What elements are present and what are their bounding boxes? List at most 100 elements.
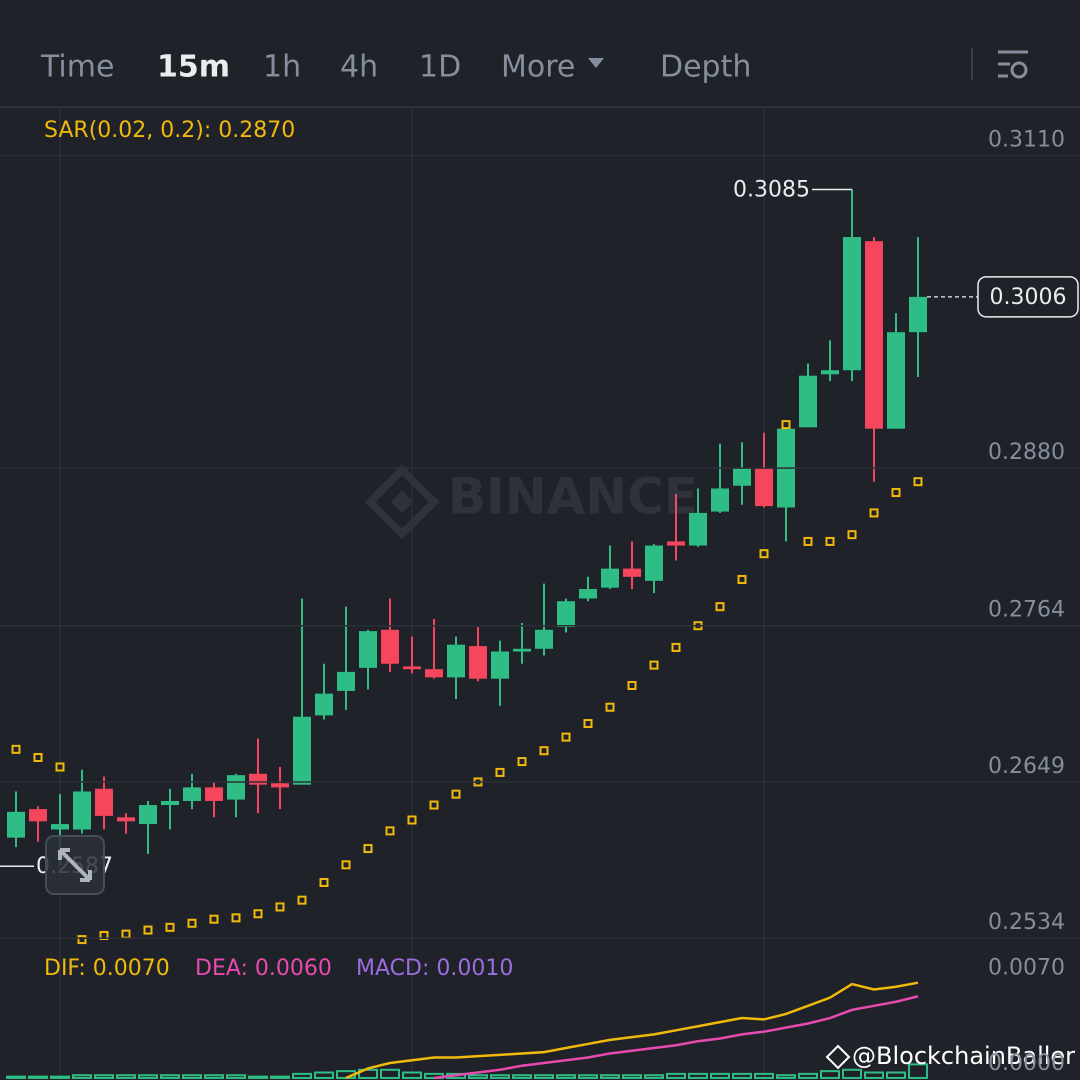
sar-dot <box>627 680 637 690</box>
toolbar-tab[interactable]: 1D <box>419 50 461 85</box>
toolbar-tab[interactable]: More <box>501 50 575 85</box>
toolbar-tab[interactable]: 4h <box>340 50 378 85</box>
macd-bar <box>248 1075 268 1079</box>
sar-dot <box>803 536 813 546</box>
macd-bar <box>754 1072 774 1079</box>
sar-dot <box>561 732 571 742</box>
candle-body <box>711 488 729 512</box>
high-marker-label: 0.3085 <box>733 178 810 203</box>
macd-bar <box>732 1072 752 1079</box>
macd-bar <box>908 1063 928 1079</box>
sar-dot <box>539 746 549 756</box>
candle-body <box>843 237 861 371</box>
sar-dot <box>869 508 879 518</box>
candle-body <box>447 644 465 678</box>
sar-dot <box>583 719 593 729</box>
candle-body <box>865 241 883 429</box>
macd-bar <box>820 1070 840 1079</box>
candle-body <box>73 791 91 830</box>
candle-body <box>403 666 421 670</box>
macd-bar <box>182 1074 202 1079</box>
macd-bar <box>710 1072 730 1079</box>
macd-bar <box>6 1075 26 1079</box>
macd-bar <box>644 1074 664 1079</box>
macd-bar <box>94 1074 114 1079</box>
sar-dot <box>187 918 197 928</box>
macd-bar <box>490 1074 510 1079</box>
candle-body <box>249 773 267 785</box>
sar-dot <box>847 530 857 540</box>
sar-dot <box>165 922 175 932</box>
macd-bar <box>666 1072 686 1079</box>
candle-body <box>29 809 47 822</box>
macd-bar <box>314 1071 334 1079</box>
sar-dot <box>275 902 285 912</box>
macd-bar <box>292 1072 312 1079</box>
candle-body <box>579 589 597 599</box>
toolbar-tab[interactable]: Depth <box>660 50 751 85</box>
sar-dot <box>759 549 769 559</box>
macd-bar <box>72 1074 92 1079</box>
y-tick-label: 0.2764 <box>988 598 1065 623</box>
macd-bar <box>270 1075 290 1079</box>
macd-bar <box>116 1074 136 1079</box>
macd-bar <box>226 1074 246 1079</box>
macd-bar <box>842 1068 862 1079</box>
sar-dot <box>715 602 725 612</box>
candle-body <box>183 787 201 801</box>
candle-body <box>491 651 509 679</box>
sar-dot <box>99 930 109 940</box>
toolbar-tab[interactable]: Time <box>40 50 114 85</box>
credit: @BlockchainBaller <box>852 1042 1075 1070</box>
candle-body <box>117 817 135 822</box>
sar-dot <box>517 757 527 767</box>
candle-body <box>95 788 113 816</box>
candle-body <box>139 805 157 825</box>
expand-button[interactable] <box>45 835 105 895</box>
sar-dot <box>429 800 439 810</box>
y2-tick-label: 0.0070 <box>988 956 1065 981</box>
candle-body <box>381 629 399 664</box>
watermark: BINANCE <box>448 468 698 526</box>
sar-dot <box>121 929 131 939</box>
sar-dot <box>253 909 263 919</box>
last-price-label: 0.3006 <box>990 285 1067 310</box>
vertical-grid <box>59 108 765 1080</box>
sar-dot <box>11 744 21 754</box>
y-tick-label: 0.2649 <box>988 754 1065 779</box>
y2-tick-label: 0.0000 <box>988 1051 1065 1076</box>
candle-body <box>161 800 179 806</box>
macd-bar <box>622 1074 642 1079</box>
candle-body <box>271 783 289 788</box>
sar-dot <box>209 914 219 924</box>
macd-bar <box>512 1074 532 1079</box>
indicator-label: SAR(0.02, 0.2): 0.2870 <box>44 118 295 143</box>
sar-dot <box>605 702 615 712</box>
sar-dot <box>319 877 329 887</box>
candle-body <box>755 468 773 507</box>
sar-dot <box>231 913 241 923</box>
y-tick-label: 0.2880 <box>988 440 1065 465</box>
watermark-logo <box>364 464 440 540</box>
candle-body <box>645 545 663 581</box>
candle-body <box>733 468 751 486</box>
sar-dot <box>781 420 791 430</box>
candle-body <box>469 646 487 679</box>
candle-body <box>799 375 817 428</box>
macd-bar <box>578 1074 598 1079</box>
settings-icon[interactable] <box>998 50 1028 79</box>
macd-bar <box>468 1074 488 1079</box>
macd-legend: MACD: 0.0010 <box>356 956 513 981</box>
macd-bar <box>798 1072 818 1079</box>
y-tick-label: 0.3110 <box>988 128 1065 153</box>
toolbar-tab[interactable]: 1h <box>263 50 301 85</box>
candle-body <box>689 512 707 546</box>
sar-dot <box>671 642 681 652</box>
macd-legend: DEA: 0.0060 <box>195 956 332 981</box>
candle-body <box>535 629 553 649</box>
sar-dot <box>891 488 901 498</box>
macd-bar <box>160 1074 180 1079</box>
toolbar-tab[interactable]: 15m <box>157 50 230 85</box>
candle-body <box>667 541 685 546</box>
